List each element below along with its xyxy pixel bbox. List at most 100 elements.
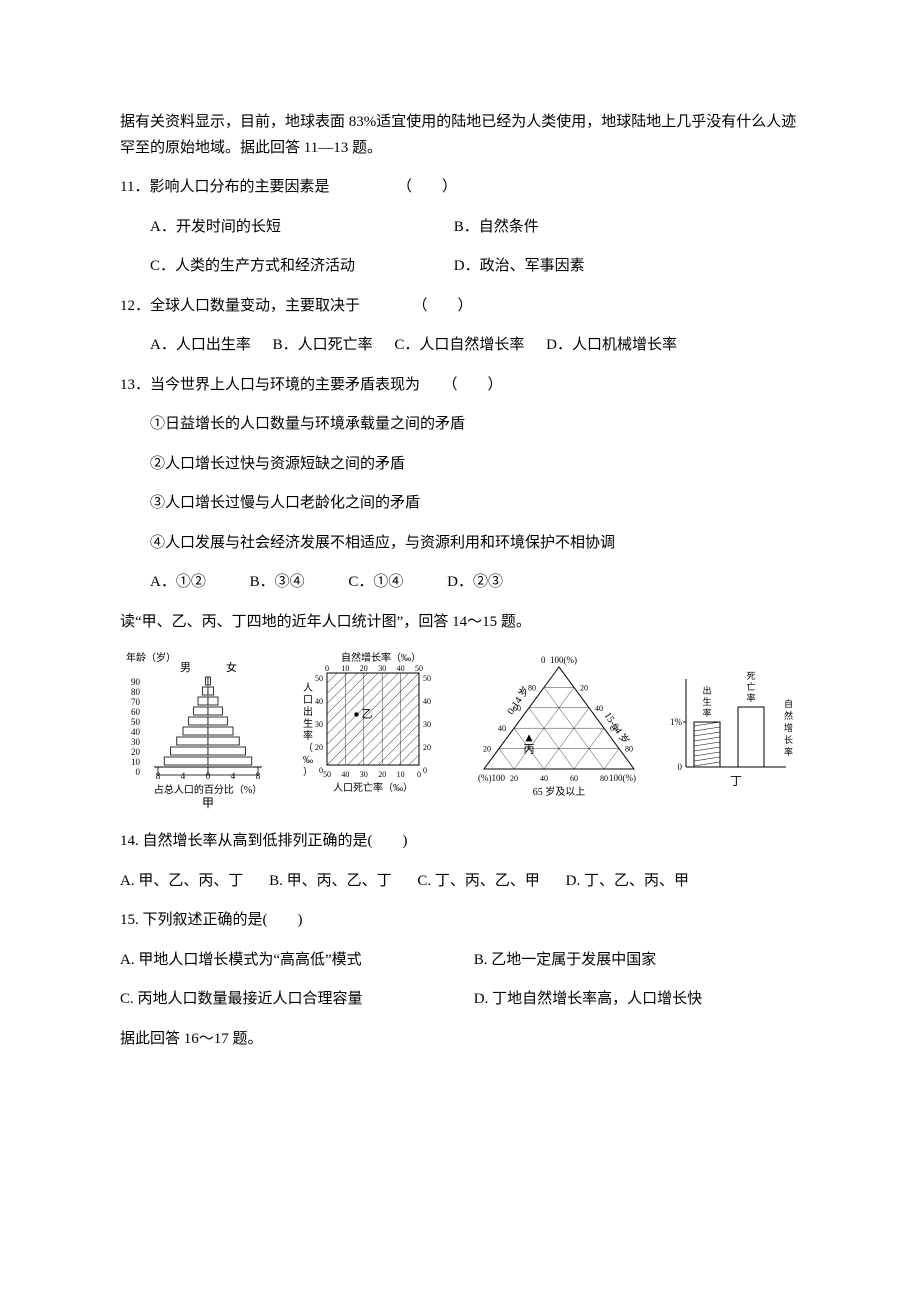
q11-opt-c: C．人类的生产方式和经济活动 (150, 254, 450, 280)
tail-text: 据此回答 16～17 题。 (120, 1027, 800, 1053)
q12-opt-a: A．人口出生率 (150, 333, 251, 359)
svg-text:100(%): 100(%) (609, 773, 636, 783)
svg-text:50: 50 (423, 674, 431, 683)
svg-text:长: 长 (784, 734, 793, 745)
svg-text:‰: ‰ (303, 755, 313, 766)
svg-text:女: 女 (226, 660, 237, 674)
q13-item-2: ②人口增长过快与资源短缺之间的矛盾 (120, 452, 800, 478)
svg-text:（: （ (303, 742, 313, 754)
charts-row: 年龄（岁）男女908070605040302010084048占总人口的百分比（… (120, 649, 800, 809)
svg-text:0: 0 (423, 766, 427, 775)
svg-text:50: 50 (131, 717, 141, 727)
svg-text:0: 0 (678, 762, 683, 772)
svg-text:人: 人 (303, 682, 313, 694)
q13-item-4: ④人口发展与社会经济发展不相适应，与资源利用和环境保护不相协调 (120, 531, 800, 557)
svg-text:60: 60 (570, 774, 578, 783)
q14-opt-d: D. 丁、乙、丙、甲 (566, 869, 689, 895)
svg-text:4: 4 (231, 771, 236, 781)
q11-options-row1: A．开发时间的长短 B．自然条件 (120, 215, 800, 241)
svg-text:40: 40 (341, 770, 349, 779)
svg-text:40: 40 (595, 704, 603, 713)
svg-text:占总人口的百分比（%）: 占总人口的百分比（%） (154, 783, 262, 796)
q11-options-row2: C．人类的生产方式和经济活动 D．政治、军事因素 (120, 254, 800, 280)
q12-opt-d: D．人口机械增长率 (546, 333, 677, 359)
svg-text:10: 10 (341, 664, 349, 673)
q13-opt-c: C．①④ (348, 570, 403, 596)
svg-text:20: 20 (131, 747, 141, 757)
svg-text:自: 自 (784, 698, 793, 709)
svg-text:10: 10 (396, 770, 404, 779)
svg-text:10: 10 (131, 757, 141, 767)
svg-text:30: 30 (423, 720, 431, 729)
chart-intro: 读“甲、乙、丙、丁四地的近年人口统计图”，回答 14～15 题。 (120, 610, 800, 636)
svg-text:年龄（岁）: 年龄（岁） (126, 651, 176, 664)
q15-opt-a: A. 甲地人口增长模式为“高高低”模式 (120, 948, 470, 974)
q13-item-1: ①日益增长的人口数量与环境承载量之间的矛盾 (120, 412, 800, 438)
svg-text:40: 40 (131, 727, 141, 737)
chart-pyramid: 年龄（岁）男女908070605040302010084048占总人口的百分比（… (120, 649, 277, 809)
svg-text:8: 8 (256, 771, 261, 781)
svg-text:0: 0 (417, 770, 421, 779)
svg-text:50: 50 (323, 770, 331, 779)
svg-text:20: 20 (483, 745, 491, 754)
q12-stem: 12．全球人口数量变动，主要取决于 （ ） (120, 294, 800, 320)
q15-opt-c: C. 丙地人口数量最接近人口合理容量 (120, 987, 470, 1013)
svg-text:90: 90 (131, 677, 141, 687)
svg-text:4: 4 (181, 771, 186, 781)
q12-options: A．人口出生率 B．人口死亡率 C．人口自然增长率 D．人口机械增长率 (120, 333, 800, 359)
q14-opt-b: B. 甲、丙、乙、丁 (269, 869, 392, 895)
svg-text:丁: 丁 (730, 774, 742, 788)
svg-text:20: 20 (510, 774, 518, 783)
svg-text:20: 20 (378, 770, 386, 779)
svg-text:生: 生 (303, 717, 313, 730)
q13-opt-a: A．①② (150, 570, 206, 596)
q14-opt-c: C. 丁、丙、乙、甲 (417, 869, 540, 895)
chart-scatter: 自然增长率（‰）01020304050人口出生率（‰）5040302005040… (285, 649, 456, 809)
q15-opt-b: B. 乙地一定属于发展中国家 (474, 948, 657, 974)
svg-text:增: 增 (784, 722, 793, 733)
svg-text:乙: 乙 (361, 707, 372, 720)
svg-text:50: 50 (315, 674, 323, 683)
svg-text:60: 60 (610, 724, 618, 733)
svg-text:20: 20 (580, 683, 588, 692)
q15-options-row1: A. 甲地人口增长模式为“高高低”模式 B. 乙地一定属于发展中国家 (120, 948, 800, 974)
svg-text:自然增长率（‰）: 自然增长率（‰） (341, 651, 421, 664)
q15-stem: 15. 下列叙述正确的是( ) (120, 908, 800, 934)
svg-text:30: 30 (378, 664, 386, 673)
svg-text:20: 20 (359, 664, 367, 673)
svg-text:40: 40 (540, 774, 548, 783)
svg-text:80: 80 (528, 683, 536, 692)
svg-text:70: 70 (131, 697, 141, 707)
q13-item-3: ③人口增长过慢与人口老龄化之间的矛盾 (120, 491, 800, 517)
q14-stem: 14. 自然增长率从高到低排列正确的是( ) (120, 829, 800, 855)
svg-text:0 100(%): 0 100(%) (541, 655, 577, 665)
svg-text:死: 死 (747, 671, 756, 681)
svg-text:人口死亡率（‰）: 人口死亡率（‰） (333, 781, 413, 794)
svg-text:80: 80 (600, 774, 608, 783)
q13-opt-d: D．②③ (447, 570, 503, 596)
passage-intro: 据有关资料显示，目前，地球表面 83%适宜使用的陆地已经为人类使用，地球陆地上几… (120, 110, 800, 161)
svg-text:(%)100: (%)100 (478, 773, 505, 783)
svg-text:20: 20 (423, 743, 431, 752)
svg-text:0: 0 (325, 664, 329, 673)
svg-text:出: 出 (303, 705, 313, 718)
q13-options: A．①② B．③④ C．①④ D．②③ (120, 570, 800, 596)
q13-opt-b: B．③④ (250, 570, 305, 596)
svg-text:率: 率 (747, 692, 756, 703)
q15-opt-d: D. 丁地自然增长率高，人口增长快 (474, 987, 702, 1013)
q11-stem: 11．影响人口分布的主要因素是 （ ） (120, 175, 800, 201)
svg-text:率: 率 (703, 707, 712, 718)
svg-text:甲: 甲 (202, 796, 214, 809)
svg-text:）: ） (303, 766, 313, 778)
q15-options-row2: C. 丙地人口数量最接近人口合理容量 D. 丁地自然增长率高，人口增长快 (120, 987, 800, 1013)
svg-text:30: 30 (131, 737, 141, 747)
svg-text:0: 0 (206, 771, 211, 781)
svg-text:60: 60 (131, 707, 141, 717)
svg-text:然: 然 (784, 710, 793, 721)
svg-text:50: 50 (415, 664, 423, 673)
svg-text:40: 40 (315, 697, 323, 706)
svg-text:0: 0 (136, 767, 141, 777)
chart-bar: 1%0出生率死亡率自然增长率丁 (658, 649, 800, 809)
svg-text:40: 40 (498, 724, 506, 733)
svg-text:丙: 丙 (524, 743, 535, 755)
